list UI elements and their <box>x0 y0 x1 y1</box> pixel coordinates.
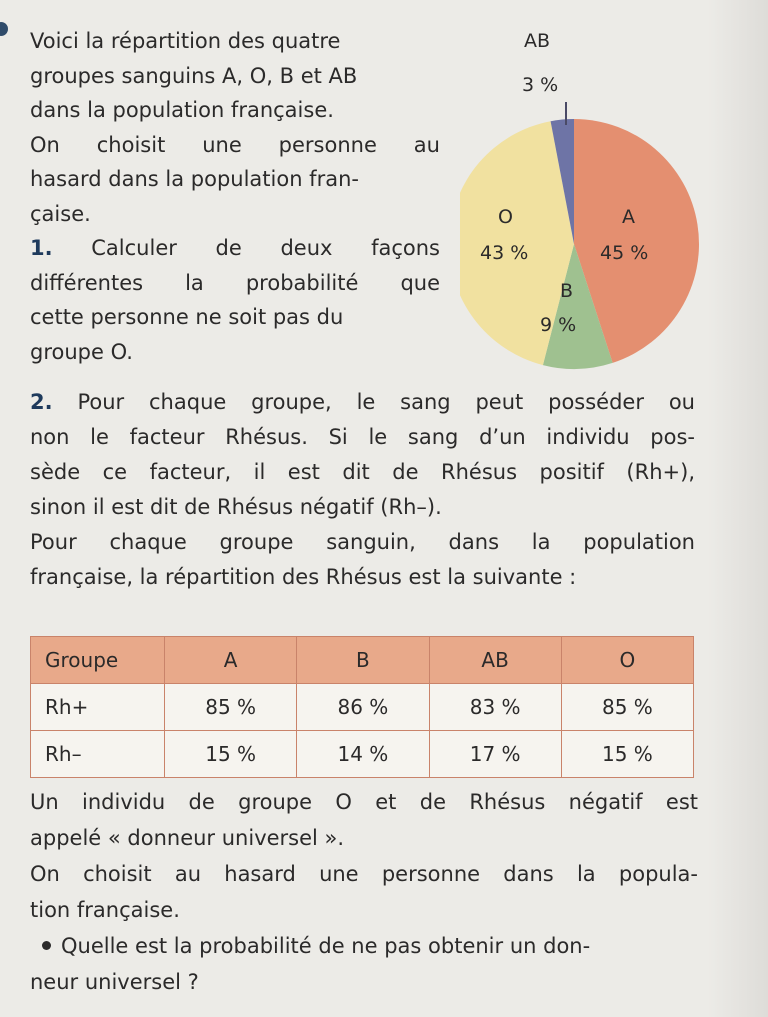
pie-value-a: 45 % <box>600 242 649 264</box>
pie-label-o: O <box>498 206 513 228</box>
question-2-line: sinon il est dit de Rhésus négatif (Rh–)… <box>30 495 442 519</box>
table-header-row: Groupe A B AB O <box>30 636 695 684</box>
question-1-text: Calculer de deux façons <box>91 236 440 260</box>
intro-text: Voici la répartition des quatre groupes … <box>30 24 440 369</box>
pie-slice-ab <box>550 119 574 244</box>
question-1-line: 1. Calculer de deux façons <box>30 231 440 266</box>
question-1-line: cette personne ne soit pas du <box>30 305 344 329</box>
table-cell: 85 % <box>560 683 695 731</box>
bullet-icon <box>42 940 51 950</box>
table-header-cell: AB <box>428 636 562 684</box>
question-1-line: groupe O. <box>30 339 133 364</box>
final-text: Un individu de groupe O et de Rhésus nég… <box>30 784 698 1000</box>
intro-line: Voici la répartition des quatre <box>30 29 341 53</box>
table-cell: Rh+ <box>30 683 165 731</box>
pie-slice-a <box>574 119 699 363</box>
table-cell: 17 % <box>428 730 562 778</box>
blood-group-pie-chart: AB 3 % O 43 % A 45 % B 9 % <box>460 30 710 370</box>
table-cell: 85 % <box>163 683 298 731</box>
final-line: appelé « donneur universel ». <box>30 826 345 850</box>
pie-label-ab: AB <box>524 30 551 52</box>
margin-bullet-icon <box>0 22 8 36</box>
final-question-line: Quelle est la probabilité de ne pas obte… <box>30 928 698 964</box>
pie-slice-o <box>460 121 574 366</box>
question-1-line: différentes la probabilité que <box>30 270 440 295</box>
table-cell: 15 % <box>560 730 695 778</box>
intro-line: On choisit une personne au <box>30 132 440 157</box>
final-line: tion française. <box>30 898 180 922</box>
question-2-text-start: Pour chaque groupe, le sang peut posséde… <box>77 390 695 414</box>
intro-line: çaise. <box>30 201 91 226</box>
question-2-line: française, la répartition des Rhésus est… <box>30 565 577 589</box>
final-line: Un individu de groupe O et de Rhésus nég… <box>30 790 698 814</box>
intro-line: dans la population française. <box>30 98 334 122</box>
table-cell: 14 % <box>296 730 430 778</box>
question-2-text: 2. Pour chaque groupe, le sang peut poss… <box>30 385 695 595</box>
pie-label-a: A <box>622 206 635 228</box>
pie-slice-b <box>542 244 613 369</box>
question-1-number: 1. <box>30 236 53 260</box>
rhesus-table: Groupe A B AB O Rh+ 85 % 86 % 83 % 85 % … <box>30 636 695 778</box>
table-cell: Rh– <box>30 730 165 778</box>
table-header-cell: O <box>560 636 695 684</box>
pie-value-o: 43 % <box>480 242 529 264</box>
pie-svg <box>460 102 699 369</box>
table-cell: 83 % <box>428 683 562 731</box>
question-2-line: non le facteur Rhésus. Si le sang d’un i… <box>30 425 695 449</box>
question-2-number: 2. <box>30 390 53 414</box>
final-question-text: Quelle est la probabilité de ne pas obte… <box>61 934 591 958</box>
question-2-line: 2. Pour chaque groupe, le sang peut poss… <box>30 385 695 420</box>
question-2-line: sède ce facteur, il est dit de Rhésus po… <box>30 460 695 484</box>
pie-value-ab: 3 % <box>522 74 559 96</box>
table-header-cell: B <box>296 636 430 684</box>
intro-line: hasard dans la population fran- <box>30 167 359 191</box>
pie-value-b: 9 % <box>540 314 577 336</box>
final-question-line: neur universel ? <box>30 970 199 994</box>
table-row: Rh– 15 % 14 % 17 % 15 % <box>30 730 695 778</box>
page-edge-shadow <box>708 0 768 1017</box>
intro-line: groupes sanguins A, O, B et AB <box>30 63 358 88</box>
pie-label-b: B <box>560 280 574 302</box>
table-cell: 86 % <box>296 683 430 731</box>
question-2-line: Pour chaque groupe sanguin, dans la popu… <box>30 530 695 554</box>
table-row: Rh+ 85 % 86 % 83 % 85 % <box>30 683 695 731</box>
table-header-cell: Groupe <box>30 636 165 684</box>
table-cell: 15 % <box>163 730 298 778</box>
final-line: On choisit au hasard une personne dans l… <box>30 862 698 886</box>
table-header-cell: A <box>163 636 298 684</box>
